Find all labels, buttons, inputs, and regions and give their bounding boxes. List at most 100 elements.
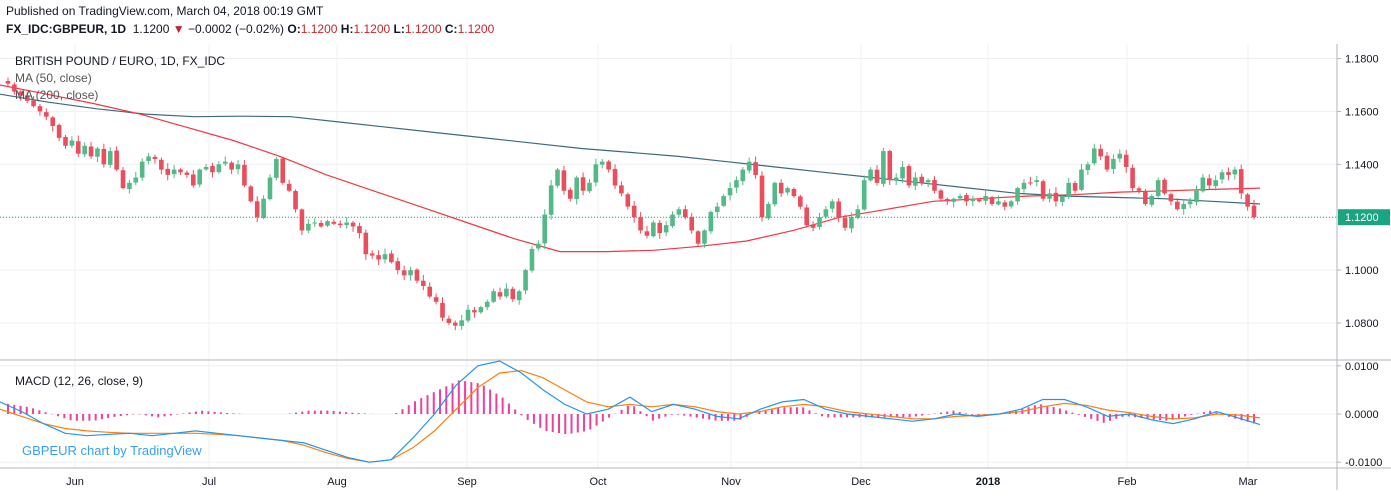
candle-body — [523, 270, 528, 291]
candle-body — [50, 117, 56, 126]
candle-body — [1168, 194, 1174, 202]
candle-body — [146, 156, 151, 161]
candle-body — [906, 166, 912, 186]
candle-body — [989, 197, 995, 204]
last-price: 1.1200 — [132, 22, 170, 36]
candle-body — [1213, 180, 1218, 187]
candle-body — [1066, 182, 1071, 197]
candle-body — [452, 322, 458, 326]
candle-body — [261, 198, 266, 218]
y-tick-label: 1.1400 — [1345, 159, 1379, 171]
candle-body — [1091, 148, 1097, 164]
candle-body — [433, 297, 439, 302]
candle-body — [465, 309, 471, 321]
candle-body — [804, 207, 810, 226]
candle-body — [625, 194, 631, 207]
candle-body — [152, 156, 158, 160]
candle-body — [932, 180, 937, 191]
close-label: C: — [444, 22, 458, 36]
legend-title: BRITISH POUND / EURO, 1D, FX_IDC — [15, 54, 225, 68]
candle-body — [1206, 178, 1212, 186]
candle-body — [1053, 192, 1059, 202]
ma200-line — [0, 93, 1261, 205]
candle-body — [663, 225, 669, 233]
candle-body — [203, 166, 209, 170]
candle-body — [778, 182, 784, 194]
x-tick-label: Aug — [327, 476, 347, 488]
candle-body — [216, 164, 222, 173]
close-value: 1.1200 — [457, 22, 495, 36]
candle-body — [254, 201, 260, 218]
candle-body — [970, 198, 976, 202]
candle-body — [44, 112, 49, 117]
x-tick-label: Sep — [457, 476, 477, 488]
candle-body — [887, 150, 893, 181]
low-value: 1.1200 — [404, 22, 442, 36]
down-arrow-icon: ▼ — [172, 22, 185, 36]
candle-body — [606, 161, 611, 170]
candle-body — [446, 318, 452, 323]
candles — [5, 77, 1257, 331]
chart-area[interactable]: Jun Jul Aug Sep Oct Nov Dec 2018 Feb Mar 1.1800 1.1… — [0, 44, 1391, 497]
candle-body — [12, 84, 17, 92]
candle-body — [312, 222, 318, 224]
macd-y-tick-label: -0.0100 — [1345, 457, 1382, 469]
candle-body — [561, 170, 567, 191]
candle-body — [516, 291, 522, 301]
candle-body — [766, 203, 771, 219]
y-tick-label: 1.1800 — [1345, 54, 1379, 66]
candle-body — [1187, 201, 1193, 205]
candle-body — [350, 222, 356, 227]
candle-body — [810, 224, 816, 228]
candle-body — [542, 214, 548, 244]
candle-body — [286, 183, 292, 191]
candle-body — [133, 177, 139, 183]
candle-body — [31, 100, 36, 107]
candle-body — [197, 169, 202, 185]
candle-body — [868, 169, 873, 181]
candle-body — [1219, 172, 1225, 180]
candle-body — [1123, 154, 1129, 167]
candle-body — [753, 162, 758, 175]
candle-body — [1034, 180, 1040, 183]
candle-body — [536, 243, 541, 249]
candle-body — [1104, 155, 1110, 170]
high-label: H: — [340, 22, 354, 36]
candle-body — [759, 175, 765, 218]
axes: Jun Jul Aug Sep Oct Nov Dec 2018 Feb Mar 1.1800 1.1… — [0, 44, 1391, 490]
candle-body — [574, 177, 579, 200]
candle-body — [504, 288, 509, 297]
candle-body — [1155, 180, 1161, 197]
candle-body — [1079, 169, 1084, 190]
candle-body — [139, 161, 145, 178]
candle-body — [1072, 183, 1078, 191]
candle-body — [1002, 202, 1008, 207]
candle-body — [178, 169, 183, 173]
candle-body — [817, 217, 822, 227]
candle-body — [1181, 203, 1187, 210]
candle-body — [1162, 179, 1167, 194]
candle-body — [612, 168, 618, 186]
candle-body — [708, 211, 714, 232]
candle-body — [1251, 205, 1257, 218]
candle-body — [599, 161, 605, 165]
candle-body — [484, 301, 490, 308]
candle-body — [1149, 196, 1155, 205]
candle-body — [580, 177, 586, 191]
candle-body — [1136, 188, 1142, 191]
ma50-line — [0, 84, 1261, 253]
x-tick-label: Jun — [66, 476, 84, 488]
candle-body — [248, 186, 254, 202]
last-price-tag — [1338, 209, 1390, 226]
candle-body — [631, 205, 637, 218]
candle-body — [120, 170, 126, 189]
published-line: Published on TradingView.com, March 04, … — [6, 4, 324, 18]
candle-body — [593, 164, 599, 183]
candle-body — [75, 141, 81, 154]
candle-body — [491, 291, 496, 302]
candle-body — [555, 169, 560, 186]
candle-body — [229, 162, 234, 170]
candle-body — [567, 189, 573, 199]
y-tick-label: 1.1000 — [1345, 265, 1379, 277]
candle-body — [5, 81, 11, 84]
